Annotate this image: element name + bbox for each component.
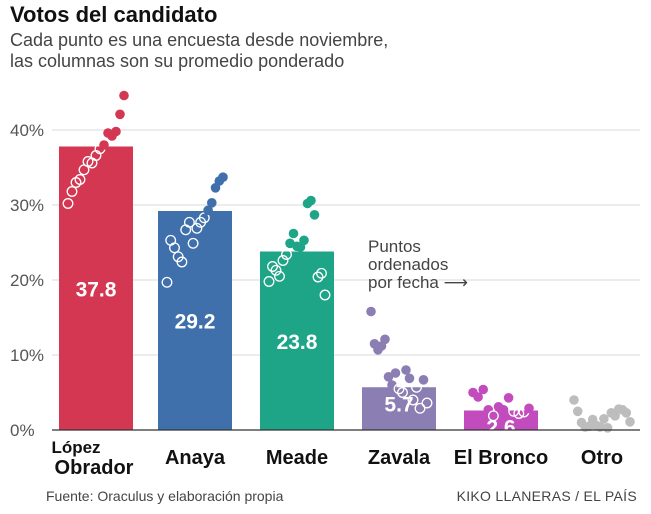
poll-dot — [393, 383, 405, 395]
poll-dot — [483, 405, 494, 415]
poll-dot — [366, 306, 376, 317]
poll-dot — [299, 235, 309, 246]
poll-dot — [414, 402, 426, 414]
chart-subtitle: Cada punto es una encuesta desde noviemb… — [10, 30, 470, 72]
category-label: López — [51, 438, 100, 457]
chart-title: Votos del candidato — [10, 2, 218, 27]
poll-dot — [62, 198, 74, 209]
poll-dot — [513, 408, 525, 419]
category-label: Zavala — [368, 447, 431, 469]
poll-dot — [411, 381, 422, 393]
poll-dot — [309, 210, 320, 220]
poll-dot — [316, 267, 327, 279]
category-label: Otro — [581, 447, 623, 469]
category-label: Meade — [266, 447, 328, 469]
bar-value-label: 5.7 — [384, 393, 413, 416]
category-label: Obrador — [55, 457, 134, 479]
bar — [464, 410, 538, 430]
poll-dot — [74, 174, 86, 185]
poll-dot — [397, 387, 408, 398]
poll-dot — [569, 395, 579, 405]
poll-dot — [115, 109, 125, 120]
poll-dot — [288, 228, 299, 239]
poll-dot — [191, 222, 203, 234]
poll-dot — [599, 414, 609, 424]
poll-dot — [421, 397, 433, 409]
annotation-text: Puntos — [368, 237, 421, 256]
poll-dot — [66, 186, 78, 197]
poll-dot — [207, 198, 217, 208]
poll-dot — [203, 205, 213, 216]
poll-dot — [119, 90, 129, 101]
poll-dot — [183, 216, 195, 228]
poll-dot — [498, 405, 509, 415]
poll-dot — [270, 264, 282, 276]
poll-dot — [306, 195, 316, 206]
poll-dot — [478, 384, 489, 395]
poll-dot — [218, 172, 228, 182]
poll-dot — [572, 406, 583, 417]
poll-dot — [487, 410, 499, 422]
category-label: El Bronco — [454, 447, 548, 469]
author-credit: KIKO LLANERAS / EL PAÍS — [456, 488, 637, 504]
subtitle-line-1: Cada punto es una encuesta desde noviemb… — [10, 30, 389, 50]
poll-dot — [524, 403, 534, 414]
bar — [59, 146, 133, 430]
y-tick-label: 40% — [10, 121, 44, 140]
poll-dot — [312, 271, 324, 283]
poll-dot — [380, 334, 390, 345]
poll-dot — [267, 261, 278, 272]
y-tick-label: 0% — [10, 421, 35, 440]
poll-dot — [625, 417, 635, 427]
poll-dot — [390, 368, 401, 378]
annotation-text: ordenados — [368, 255, 448, 274]
poll-dot — [277, 255, 289, 266]
bar-value-label: 37.8 — [76, 278, 117, 301]
bar-value-label: 2.6 — [486, 417, 515, 440]
bar — [260, 251, 334, 430]
category-label: Anaya — [165, 447, 226, 469]
poll-dot — [274, 270, 285, 282]
poll-dot — [418, 375, 429, 385]
poll-dot — [176, 256, 188, 268]
y-tick-label: 20% — [10, 271, 44, 290]
annotation-text: por fecha ⟶ — [368, 273, 468, 292]
poll-dot — [602, 423, 613, 433]
poll-dot — [503, 393, 514, 403]
poll-dot — [621, 408, 632, 418]
bar-value-label: 23.8 — [277, 331, 318, 354]
poll-dot — [383, 372, 394, 382]
poll-dot — [319, 289, 331, 301]
poll-dot — [161, 276, 173, 288]
bar — [362, 387, 436, 430]
subtitle-line-2: las columnas son su promedio ponderado — [10, 51, 345, 71]
y-tick-label: 30% — [10, 196, 44, 215]
poll-dot — [473, 392, 483, 402]
y-tick-label: 10% — [10, 346, 44, 365]
bar-value-label: 29.2 — [175, 311, 216, 334]
poll-dot — [407, 394, 419, 406]
poll-dot — [263, 276, 275, 287]
poll-dot — [401, 365, 411, 375]
poll-dot — [111, 126, 121, 137]
source-note: Fuente: Oraculus y elaboración propia — [46, 488, 284, 504]
poll-dot — [281, 249, 292, 260]
poll-dot — [99, 140, 109, 150]
poll-dot — [187, 237, 199, 249]
poll-dot — [169, 242, 180, 254]
poll-dot — [404, 373, 415, 384]
